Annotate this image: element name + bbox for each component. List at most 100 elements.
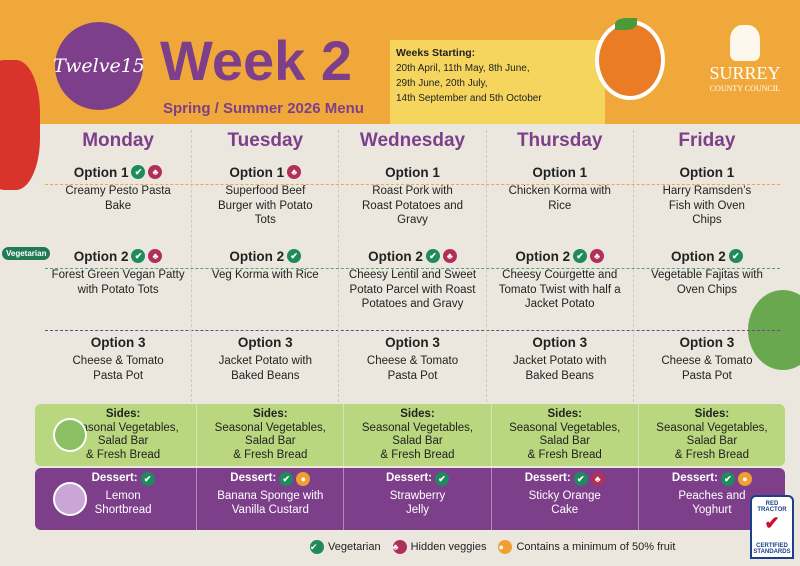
dish-name: Cheesy Lentil and Sweet Potato Parcel wi… (348, 269, 477, 310)
dessert-cell: Dessert: ✔ ● Banana Sponge with Vanilla Cust… (197, 468, 345, 530)
legend-item: ✔ Vegetarian (310, 540, 381, 554)
dish-name: Cheese & Tomato Pasta Pot (366, 355, 459, 382)
vegetarian-icon: ✔ (279, 472, 294, 486)
dish-name: Chicken Korma with Rice (508, 185, 611, 212)
day-name: Tuesday (227, 130, 304, 151)
vegetarian-icon: ✔ (573, 472, 588, 486)
dish-name: Creamy Pesto Pasta Bake (65, 185, 171, 212)
dessert-line: Sticky Orange (528, 490, 601, 502)
legend-label: Hidden veggies (410, 541, 487, 553)
hidden-veggies-icon: ♣ (590, 249, 605, 263)
dessert-line: Yoghurt (692, 503, 732, 516)
dish-name: Cheese & Tomato Pasta Pot (661, 355, 753, 382)
option-heading: Option 3 (487, 330, 633, 354)
dessert-label: Dessert: (524, 472, 571, 485)
option-label: Option 2 (671, 248, 726, 264)
option-heading: Option 1 (339, 160, 485, 184)
dessert-cell: Dessert: ✔ ♣ Sticky Orange Cake (492, 468, 639, 530)
option-heading: Option 2 ✔ ♣ (487, 244, 633, 268)
option-label: Option 3 (237, 334, 293, 350)
sides-line: & Fresh Bread (233, 448, 308, 461)
dessert-cell: Dessert: ✔ Lemon Shortbread (50, 468, 198, 530)
divider (45, 330, 780, 331)
dessert-line: Vanilla Custard (231, 503, 309, 516)
dessert-line: Lemon (105, 490, 141, 502)
sides-line: Salad Bar (245, 435, 296, 447)
dessert-label: Dessert: (671, 472, 718, 485)
day-name: Monday (82, 130, 154, 151)
red-tractor-top: RED TRACTOR (757, 501, 787, 513)
oak-leaf-icon (730, 25, 760, 61)
dessert-line: Jelly (406, 503, 430, 516)
sides-line: Seasonal Vegetables, (361, 421, 474, 434)
dessert-label: Dessert: (230, 472, 277, 485)
day-name: Thursday (516, 130, 603, 151)
day-column-tuesday: Tuesday Option 1 ♣ Superfood Beef Burger wi… (192, 130, 340, 402)
option-heading: Option 3 (634, 330, 780, 354)
fruit-icon: ● (296, 472, 311, 486)
header: Twelve15 Week 2 Spring / Summer 2026 Men… (0, 0, 800, 124)
vegetarian-icon: ✔ (131, 249, 146, 263)
dessert-line: Peaches and (678, 490, 746, 502)
vegetarian-icon: ✔ (287, 249, 302, 263)
surrey-logo: SURREY COUNTY COUNCIL (700, 25, 790, 93)
sides-line: Seasonal Vegetables, (214, 421, 326, 434)
dish-name: Jacket Potato with Baked Beans (218, 355, 312, 382)
legend-label: Vegetarian (328, 541, 381, 553)
hidden-veggies-icon: ♣ (148, 165, 163, 179)
sides-line: Salad Bar (686, 435, 738, 447)
day-column-thursday: Thursday Option 1 Chicken Korma with Rice O… (487, 130, 634, 402)
option-label: Option 2 (515, 248, 571, 264)
weeks-line: 29th June, 20th July, (396, 78, 488, 89)
option-heading: Option 3 (192, 330, 338, 354)
dish-name: Cheese & Tomato Pasta Pot (72, 355, 164, 382)
hidden-veggies-icon: ♣ (392, 540, 407, 554)
fruit-icon: ● (498, 540, 513, 554)
option-label: Option 3 (532, 334, 588, 350)
orange-mascot-icon (595, 20, 665, 100)
vegetarian-icon: ✔ (573, 249, 588, 263)
day-name: Wednesday (359, 130, 466, 151)
page-title: Week 2 (160, 29, 352, 92)
option-heading: Option 2 ✔ (192, 244, 338, 268)
option-heading: Option 1 ♣ (192, 160, 338, 184)
hidden-veggies-icon: ♣ (590, 472, 605, 486)
dessert-line: Banana Sponge with (217, 490, 324, 502)
sides-line: & Fresh Bread (380, 448, 455, 461)
option-label: Option 2 (229, 248, 285, 264)
legend-item: ● Contains a minimum of 50% fruit (498, 540, 675, 554)
sides-line: Seasonal Vegetables, (656, 421, 768, 434)
vegetarian-tag: Vegetarian (2, 247, 51, 260)
sides-label: Sides: (400, 408, 435, 420)
sides-line: Salad Bar (97, 435, 149, 447)
option-label: Option 1 (679, 164, 735, 180)
council-name: SURREY (709, 63, 781, 83)
legend-label: Contains a minimum of 50% fruit (516, 541, 676, 553)
sides-line: & Fresh Bread (86, 448, 161, 461)
sides-line: Salad Bar (539, 435, 590, 447)
option-label: Option 3 (679, 334, 735, 350)
vegetarian-icon: ✔ (131, 165, 146, 179)
sides-cell: Sides: Seasonal Vegetables, Salad Bar & Fre… (197, 404, 345, 466)
sides-cell: Sides: Seasonal Vegetables, Salad Bar & Fre… (50, 404, 198, 466)
option-label: Option 1 (73, 164, 129, 180)
hidden-veggies-icon: ♣ (148, 249, 163, 263)
sides-cell: Sides: Seasonal Vegetables, Salad Bar & Fre… (344, 404, 492, 466)
blackberry-mascot-icon (53, 482, 87, 516)
sides-cell: Sides: Seasonal Vegetables, Salad Bar & Fre… (492, 404, 639, 466)
tractor-icon: ✔ (764, 513, 780, 533)
fruit-icon: ● (737, 472, 752, 486)
sides-cell: Sides: Seasonal Vegetables, Salad Bar & Fre… (639, 404, 785, 466)
day-name: Friday (678, 130, 736, 151)
option-heading: Option 3 (45, 330, 191, 354)
vegetarian-icon: ✔ (720, 472, 735, 486)
sides-line: & Fresh Bread (527, 448, 602, 461)
sides-band: Sides: Seasonal Vegetables, Salad Bar & Fre… (35, 404, 785, 466)
strawberry-image (0, 60, 40, 190)
weeks-line: 14th September and 5th October (396, 93, 542, 104)
dessert-label: Dessert: (385, 472, 433, 485)
dessert-line: Shortbread (94, 503, 152, 516)
vegetarian-icon: ✔ (310, 540, 324, 554)
day-column-monday: Monday Option 1 ✔ ♣ Creamy Pesto Pasta Bake O… (45, 130, 193, 402)
option-label: Option 3 (385, 334, 440, 350)
